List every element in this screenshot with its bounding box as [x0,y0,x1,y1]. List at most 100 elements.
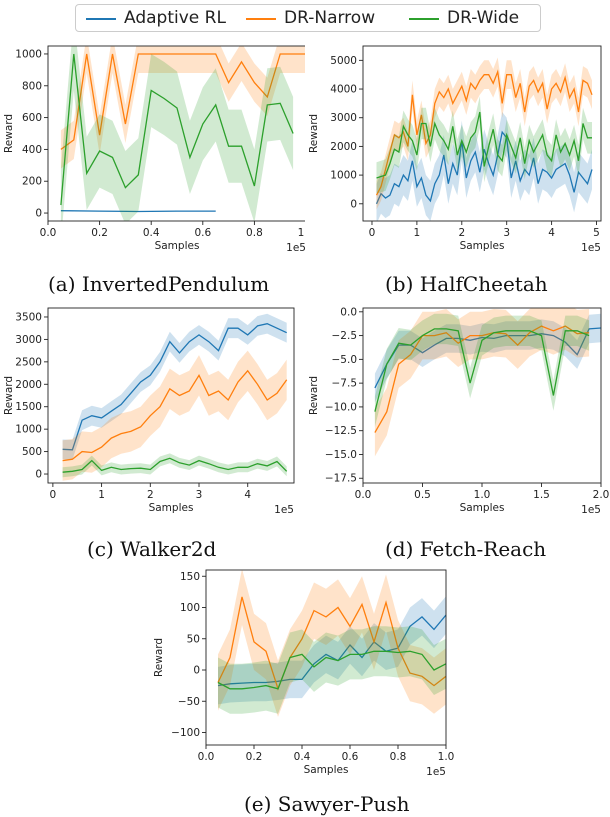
x-axis-label: Samples [149,502,194,514]
axes-frame [47,45,305,222]
x-tick-label: 1.5 [533,489,550,501]
y-tick-label: −7.5 [332,378,358,390]
series-line-adaptive-rl [62,323,287,451]
y-tick-label: 0 [35,469,42,481]
chart-sawyer-push: 0.0 0.2 0.4 0.6 0.8 1.0 −100 −50 0 50 100 150 Sample… [153,569,455,778]
series-band-dr-wide [60,46,294,221]
y-tick-label: 2000 [330,141,357,153]
y-tick-label: 0 [35,208,42,220]
series-band-dr-wide [376,96,592,194]
series-line-adaptive-rl [375,130,593,205]
x-tick-label: 1 [98,489,105,501]
series-band-dr-narrow [376,57,592,210]
y-tick-label: 500 [22,446,42,458]
caption-e: (e) Sawyer-Push [244,792,410,816]
y-axis-label: Reward [308,376,320,415]
x-tick-label: 0.4 [294,751,311,763]
series-band-dr-wide [374,313,590,427]
x-tick-label: 4 [548,227,555,239]
x-tick-label: 0 [369,227,376,239]
y-tick-label: −17.5 [325,473,357,485]
x-axis-label: Samples [155,240,200,252]
series-line-dr-wide [376,111,592,179]
legend-label-dr-wide: DR-Wide [447,8,520,28]
y-tick-label: −15.0 [325,449,357,461]
x-tick-label: 0.2 [91,227,108,239]
x-axis-exponent: 1e5 [581,242,601,254]
caption-d: (d) Fetch-Reach [385,537,547,561]
y-tick-label: −2.5 [332,330,358,342]
x-axis-exponent: 1e5 [286,242,305,254]
x-tick-label: 0.6 [342,751,359,763]
legend-swatch-dr-narrow [246,18,276,20]
plot-area [375,57,593,221]
x-tick-label: 0 [50,489,57,501]
y-tick-label: 3000 [330,112,357,124]
x-tick-label: 1 [414,227,421,239]
y-tick-label: 800 [22,80,42,92]
x-tick-label: 0.6 [194,227,211,239]
x-axis-label: Samples [460,240,505,252]
x-tick-label: 2.0 [593,489,610,501]
y-tick-label: 1500 [15,401,42,413]
x-axis-exponent: 1e5 [426,766,446,778]
series-line-dr-narrow [375,69,593,196]
y-tick-label: 1000 [15,424,42,436]
y-tick-label: 150 [180,571,200,583]
y-axis-label: Reward [3,376,15,415]
series-line-dr-wide [62,457,288,473]
x-tick-label: 2 [458,227,465,239]
y-tick-label: 0.0 [340,306,357,318]
x-axis-exponent: 1e5 [274,504,294,516]
series-band-dr-narrow [62,350,287,481]
x-tick-label: 0.8 [246,227,263,239]
series-band-dr-wide [218,626,446,714]
chart-half-cheetah: 0 1 2 3 4 5 0 1000 2000 3000 4000 5000 Samples Reward… [308,45,602,254]
series-band-dr-narrow [60,46,305,169]
chart-fetch-reach: 0.0 0.5 1.0 1.5 2.0 0.0 −2.5 −5.0 −7.5 −10.0 −12.5… [308,306,610,516]
x-tick-label: 3 [196,489,203,501]
series-line-dr-wide [374,328,590,412]
x-axis-exponent: 1e5 [581,504,601,516]
x-tick-label: 0.4 [143,227,160,239]
series-line-dr-wide [217,650,446,690]
x-tick-label: 4 [244,489,251,501]
x-tick-label: 0.5 [414,489,431,501]
x-tick-label: 1.0 [298,227,305,239]
axes-frame [47,307,295,484]
y-tick-label: 1000 [15,48,42,60]
axes-frame [205,569,447,746]
axes-frame [362,45,602,222]
legend-label-dr-narrow: DR-Narrow [284,8,376,28]
y-tick-label: −100 [171,727,200,739]
caption-c: (c) Walker2d [87,537,217,561]
series-line-dr-narrow [217,596,446,691]
series-band-adaptive-rl [62,313,287,460]
x-tick-label: 0.2 [246,751,263,763]
x-tick-label: 0.0 [198,751,215,763]
series-band-dr-narrow [374,308,590,457]
y-axis-label: Reward [3,114,15,153]
x-axis-label: Samples [460,502,505,514]
series-band-dr-wide [62,453,287,478]
y-tick-label: 200 [22,176,42,188]
y-tick-label: −12.5 [325,425,357,437]
y-tick-label: 3000 [15,334,42,346]
y-axis-label: Reward [153,638,165,677]
caption-b: (b) HalfCheetah [385,272,548,296]
y-tick-label: 4000 [330,84,357,96]
y-tick-label: 5000 [330,55,357,67]
x-axis-label: Samples [304,764,349,776]
plot-area [374,308,601,457]
y-tick-label: 600 [22,112,42,124]
chart-walker2d: 0 1 2 3 4 0 500 1000 1500 2000 2500 3000 3500 Samples… [3,307,295,516]
legend: Adaptive RL DR-Narrow DR-Wide [75,4,541,32]
x-tick-label: 1.0 [438,751,455,763]
x-tick-label: 0.0 [40,227,57,239]
y-tick-label: 2500 [15,356,42,368]
y-tick-label: 100 [180,602,200,614]
x-tick-label: 0.0 [355,489,372,501]
y-tick-label: 2000 [15,379,42,391]
series-line-dr-wide [60,53,294,206]
x-tick-label: 5 [593,227,600,239]
